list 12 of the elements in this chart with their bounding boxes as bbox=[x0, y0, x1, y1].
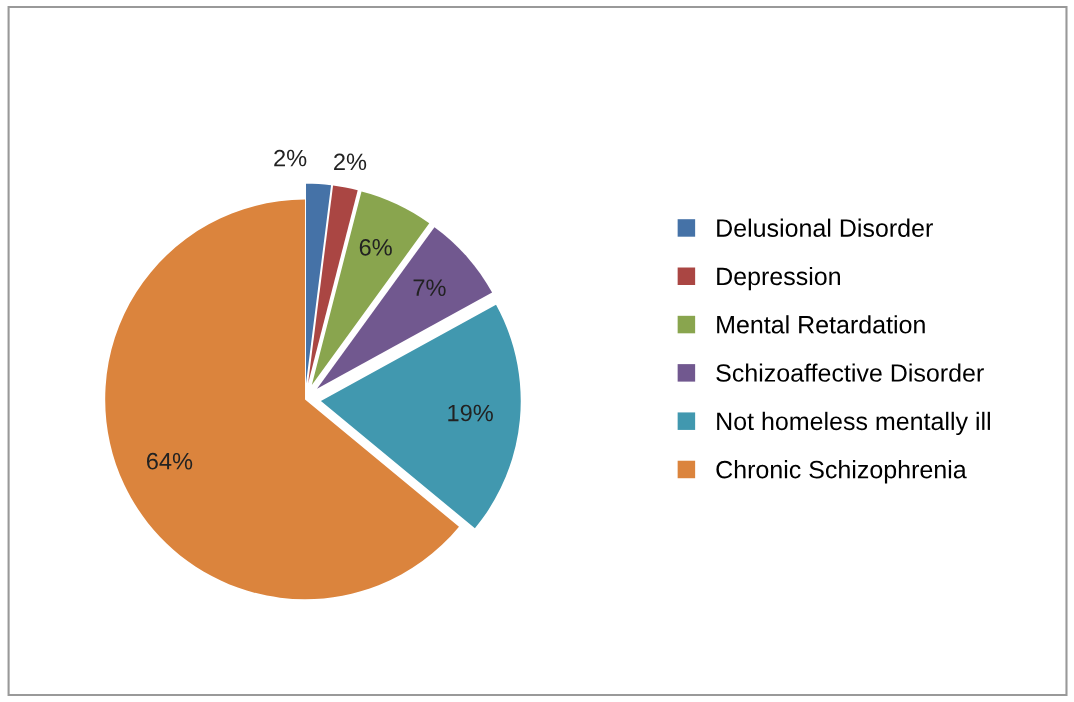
legend-label: Depression bbox=[717, 266, 840, 291]
data-label: 64% bbox=[146, 452, 193, 470]
legend-label: Chronic Schizophrenia bbox=[716, 460, 967, 484]
legend-label: Not homeless mentally ill bbox=[717, 411, 990, 436]
legend-label: Schizoaffective Disorder bbox=[716, 363, 984, 382]
data-label: 2% bbox=[334, 153, 367, 171]
data-label: 19% bbox=[448, 404, 493, 422]
data-label: 7% bbox=[413, 279, 446, 296]
legend-label: Mental Retardation bbox=[717, 315, 925, 334]
legend-label: Delusional Disorder bbox=[717, 218, 933, 237]
data-label: 2% bbox=[274, 149, 307, 167]
data-label: 6% bbox=[359, 238, 392, 256]
